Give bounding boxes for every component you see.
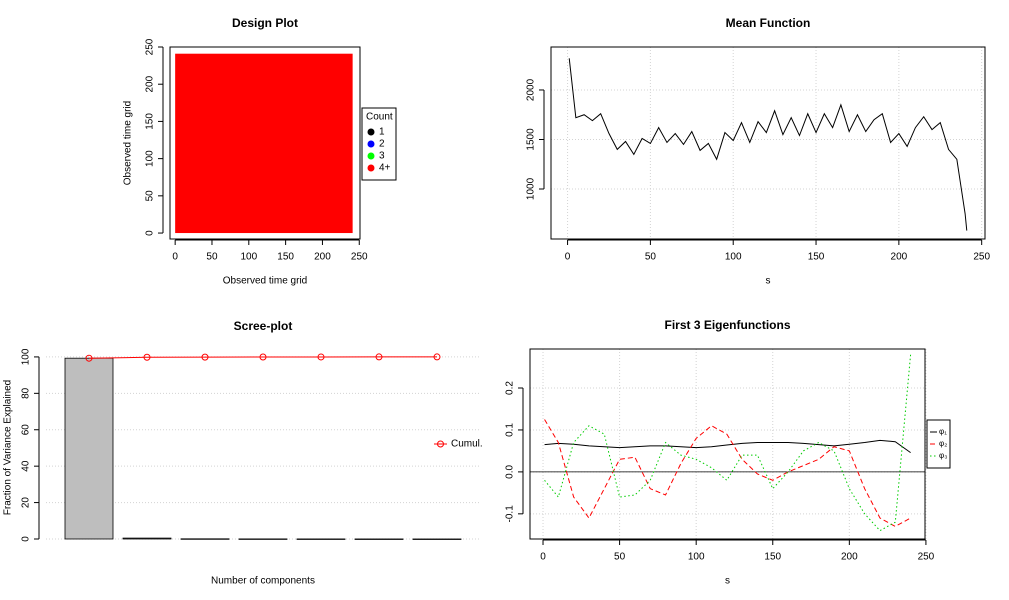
x-tick-label: 250 [973, 252, 990, 263]
legend-marker [437, 440, 444, 448]
cumulative-line [88, 356, 437, 359]
x-tick-label: 250 [351, 252, 368, 263]
x-tick-label: 200 [841, 552, 858, 563]
legend-marker [367, 128, 375, 136]
legend-label: 1 [379, 127, 385, 138]
chart-title: Design Plot [232, 16, 298, 30]
legend-marker [367, 152, 375, 160]
bar [354, 538, 404, 540]
x-tick-label: 150 [277, 252, 294, 263]
cumulative-point [201, 353, 209, 361]
bar [412, 538, 462, 540]
cumulative-point [259, 353, 267, 361]
chart-title: Scree-plot [234, 319, 293, 333]
eigenfunction-line [544, 419, 911, 527]
bar [122, 537, 172, 540]
cumulative-point [85, 354, 93, 362]
eigenfunction-line [544, 439, 911, 454]
x-tick-label: 50 [645, 252, 657, 263]
y-tick-label: 0 [21, 536, 32, 542]
x-axis-label: Observed time grid [223, 276, 307, 287]
x-tick-label: 200 [891, 252, 908, 263]
cumulative-point [317, 353, 325, 361]
y-axis-label: Observed time grid [123, 101, 134, 185]
x-tick-label: 150 [764, 552, 781, 563]
x-axis-label: s [766, 276, 771, 287]
y-tick-label: 250 [145, 38, 156, 55]
legend-label: φ₃ [939, 451, 947, 460]
y-tick-label: 100 [21, 348, 32, 365]
x-tick-label: 50 [614, 552, 626, 563]
chart-title: First 3 Eigenfunctions [664, 318, 790, 332]
y-tick-label: 60 [21, 424, 32, 436]
y-tick-label: 2000 [526, 78, 537, 101]
mean-line [568, 58, 968, 231]
x-axis-label: s [725, 576, 730, 587]
design-region [175, 53, 353, 234]
y-tick-label: 0 [145, 230, 156, 236]
legend-label: 3 [379, 151, 385, 162]
y-tick-label: 40 [21, 460, 32, 472]
y-tick-label: 20 [21, 497, 32, 509]
x-tick-label: 200 [314, 252, 331, 263]
x-tick-label: 0 [540, 552, 546, 563]
y-tick-label: 0.1 [505, 423, 516, 437]
x-tick-label: 0 [172, 252, 178, 263]
plot-frame [550, 46, 986, 240]
x-tick-label: 100 [688, 552, 705, 563]
x-tick-label: 100 [240, 252, 257, 263]
y-tick-label: 50 [145, 190, 156, 202]
y-tick-label: 80 [21, 387, 32, 399]
bar [296, 538, 346, 540]
cumulative-point [143, 353, 151, 361]
y-tick-label: 1000 [526, 177, 537, 200]
y-tick-label: 0.0 [505, 465, 516, 479]
legend-label: φ₁ [939, 427, 947, 436]
y-tick-label: 0.2 [505, 381, 516, 395]
y-tick-label: 1500 [526, 128, 537, 151]
x-tick-label: 0 [565, 252, 571, 263]
eigenfunction-line [544, 354, 912, 532]
y-tick-label: 200 [145, 75, 156, 92]
bar [180, 538, 230, 540]
y-tick-label: 100 [145, 150, 156, 167]
y-tick-label: -0.1 [505, 505, 516, 523]
x-tick-label: 250 [918, 552, 935, 563]
x-tick-label: 100 [725, 252, 742, 263]
y-axis-label: Fraction of Variance Explained [3, 380, 14, 515]
legend-title: Count [366, 112, 393, 123]
legend-label: 4+ [379, 163, 391, 174]
y-tick-label: 150 [145, 113, 156, 130]
cumulative-point [375, 353, 383, 361]
legend-label: Cumul. [451, 439, 483, 450]
bar [238, 538, 288, 540]
x-axis-label: Number of components [211, 576, 315, 587]
x-tick-label: 150 [808, 252, 825, 263]
legend-label: 2 [379, 139, 385, 150]
legend-marker [367, 140, 375, 148]
plot-frame [169, 46, 361, 240]
legend-marker [367, 164, 375, 172]
cumulative-point [433, 353, 441, 361]
x-tick-label: 50 [206, 252, 218, 263]
legend-label: φ₂ [939, 439, 947, 448]
bar [64, 357, 114, 540]
chart-title: Mean Function [726, 16, 811, 30]
plot-frame [529, 348, 926, 540]
